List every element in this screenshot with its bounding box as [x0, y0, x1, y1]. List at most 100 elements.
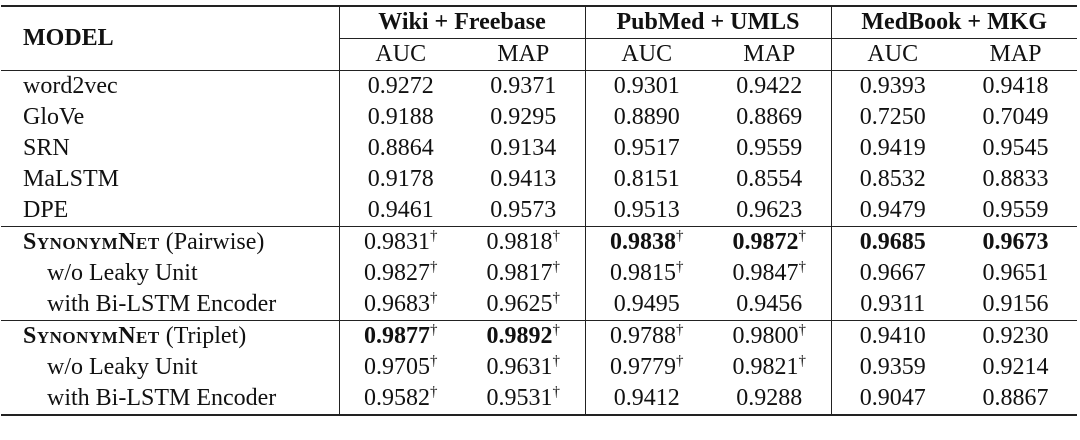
header-row: MODEL Wiki + Freebase PubMed + UMLS MedBook… [1, 5, 1077, 71]
metric-header: AUC [339, 38, 462, 71]
value-cell: 0.9872† [708, 226, 832, 258]
value-cell: 0.9821† [708, 352, 832, 383]
value-cell: 0.9214 [982, 354, 1049, 380]
value-cell: 0.9685 [831, 226, 954, 258]
value: 0.9788 [610, 323, 676, 349]
value: 0.9631 [486, 354, 553, 380]
value-cell: 0.9230 [954, 320, 1077, 352]
data-row: GloVe 0.9188 0.9295 0.8890 0.8869 0.7250 0.704… [1, 102, 1077, 133]
significance-mark: † [676, 228, 684, 244]
data-row: w/o Leaky Unit 0.9705† 0.9631† 0.9779† 0.982… [1, 352, 1077, 383]
significance-mark: † [430, 322, 438, 338]
value-cell: 0.9047 [831, 383, 954, 416]
model-cell: word2vec [1, 70, 340, 102]
value: 0.9531 [486, 385, 553, 411]
metric-header: MAP [954, 38, 1077, 71]
value-cell: 0.9495 [613, 291, 680, 317]
value-cell: 0.9422 [708, 70, 832, 102]
value-cell: 0.9683† [339, 289, 462, 321]
value-cell: 0.9301 [613, 73, 680, 99]
dataset-header: PubMed + UMLS [585, 5, 832, 39]
value-cell: 0.9479 [859, 197, 926, 223]
significance-mark: † [430, 228, 438, 244]
value: 0.9847 [732, 260, 799, 286]
value: 0.9838 [610, 229, 676, 255]
value-cell: 0.9559 [982, 197, 1049, 223]
value: 0.9779 [610, 354, 676, 380]
value-cell: 0.9673 [954, 226, 1077, 258]
value-cell: 0.9288 [708, 383, 832, 416]
significance-mark: † [430, 353, 438, 369]
value: 0.9831 [364, 229, 430, 255]
significance-mark: † [552, 290, 561, 306]
data-row: with Bi-LSTM Encoder 0.9582† 0.9531† 0.9412… [1, 383, 1077, 416]
value: 0.9821 [732, 354, 799, 380]
value-cell: 0.9371 [462, 70, 586, 102]
model-cell: SRN [1, 133, 340, 164]
value-cell: 0.9410 [831, 320, 954, 352]
model-name: SynonymNet [23, 229, 160, 255]
value: 0.9683 [364, 291, 430, 317]
value-cell: 0.9295 [462, 102, 586, 133]
value: 0.9817 [486, 260, 553, 286]
data-row: SRN 0.8864 0.9134 0.9517 0.9559 0.9419 0.9545 [1, 133, 1077, 164]
value: 0.9673 [982, 229, 1049, 255]
model-cell: w/o Leaky Unit [1, 258, 340, 289]
value-cell: 0.9178 [367, 166, 434, 192]
value-cell: 0.9625† [462, 289, 586, 321]
value-cell: 0.9412 [585, 383, 708, 416]
data-row: DPE 0.9461 0.9573 0.9513 0.9623 0.9479 0.9559 [1, 195, 1077, 227]
value-cell: 0.9800† [708, 320, 832, 352]
value-cell: 0.9817† [462, 258, 586, 289]
value-cell: 0.9272 [367, 73, 434, 99]
value-cell: 0.9815† [585, 258, 708, 289]
model-cell: SynonymNet (Pairwise) [1, 226, 340, 258]
value-cell: 0.9418 [982, 73, 1049, 99]
metric-row: AUC MAP AUC MAP AUC MAP [1, 38, 1077, 71]
value-cell: 0.9818† [462, 226, 586, 258]
table-header: MODEL Wiki + Freebase PubMed + UMLS MedBook… [1, 5, 1077, 71]
model-cell: SynonymNet (Triplet) [1, 320, 340, 352]
model-cell: with Bi-LSTM Encoder [1, 383, 340, 416]
value-cell: 0.9838† [585, 226, 708, 258]
significance-mark: † [430, 259, 438, 275]
value-cell: 0.8890 [613, 104, 680, 130]
value-cell: 0.9847† [708, 258, 832, 289]
value-cell: 0.9582† [339, 383, 462, 416]
data-row: SynonymNet (Pairwise) 0.9831† 0.9818† 0.983… [1, 226, 1077, 258]
value-cell: 0.9461 [367, 197, 434, 223]
value-cell: 0.9188 [367, 104, 434, 130]
value-cell: 0.9877† [339, 320, 462, 352]
model-cell: DPE [1, 195, 340, 227]
value: 0.9892 [486, 323, 553, 349]
value-cell: 0.9513 [613, 197, 680, 223]
metric-header: MAP [708, 38, 832, 71]
value-cell: 0.9779† [585, 352, 708, 383]
metric-header: AUC [585, 38, 708, 71]
page: MODEL Wiki + Freebase PubMed + UMLS MedBook… [0, 5, 1080, 440]
value-cell: 0.8833 [982, 166, 1049, 192]
model-cell: with Bi-LSTM Encoder [1, 289, 340, 321]
significance-mark: † [798, 353, 807, 369]
significance-mark: † [552, 259, 561, 275]
dataset-header: Wiki + Freebase [339, 5, 586, 39]
value-cell: 0.9311 [860, 291, 926, 317]
dataset-header: MedBook + MKG [831, 5, 1077, 39]
value-cell: 0.8151 [613, 166, 680, 192]
model-cell: w/o Leaky Unit [1, 352, 340, 383]
value: 0.9872 [732, 229, 799, 255]
value-cell: 0.9393 [859, 73, 926, 99]
significance-mark: † [798, 228, 807, 244]
significance-mark: † [676, 353, 684, 369]
metric-header: MAP [462, 38, 586, 71]
model-suffix: (Pairwise) [165, 229, 265, 255]
value: 0.9827 [364, 260, 430, 286]
significance-mark: † [798, 322, 807, 338]
significance-mark: † [430, 384, 438, 400]
value-cell: 0.9517 [613, 135, 680, 161]
value-cell: 0.9573 [462, 195, 586, 227]
model-header: MODEL [1, 5, 340, 71]
value-cell: 0.9531† [462, 383, 586, 416]
model-cell: GloVe [1, 102, 340, 133]
significance-mark: † [552, 322, 561, 338]
